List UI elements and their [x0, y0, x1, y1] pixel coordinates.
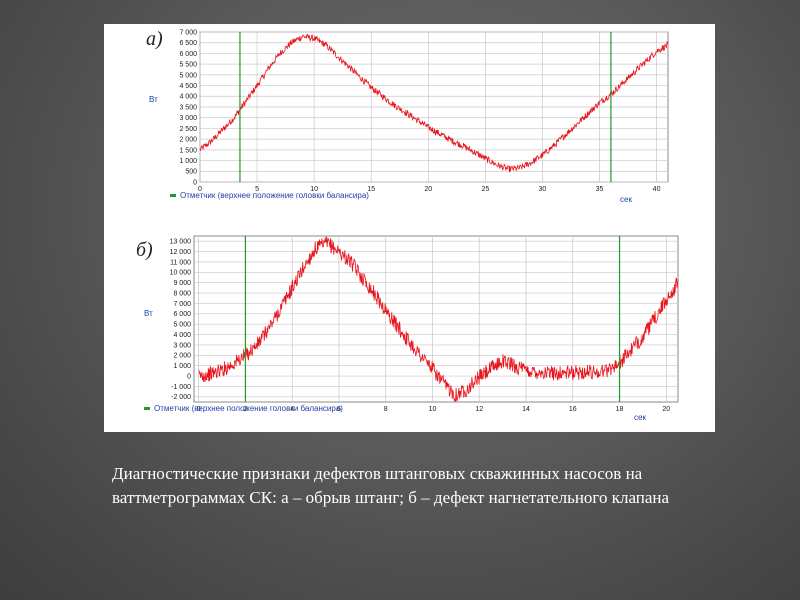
- y-tick-label: 0: [187, 373, 191, 380]
- x-tick-label: 30: [539, 186, 547, 193]
- y-tick-label: 6 500: [179, 40, 197, 47]
- y-tick-label: 2 000: [173, 353, 191, 360]
- y-axis-unit-label: Вт: [144, 309, 153, 318]
- legend-swatch: [170, 194, 176, 197]
- y-tick-label: -1 000: [171, 384, 191, 391]
- legend-swatch: [144, 407, 150, 410]
- x-axis-unit-label: сек: [634, 413, 646, 422]
- x-tick-label: 4: [290, 406, 294, 413]
- x-axis-unit-label: сек: [620, 195, 632, 204]
- x-tick-label: 35: [596, 186, 604, 193]
- x-tick-label: 25: [481, 186, 489, 193]
- y-axis-unit-label: Вт: [149, 95, 158, 104]
- y-tick-label: 11 000: [170, 259, 191, 266]
- y-tick-label: 2 000: [179, 137, 197, 144]
- figure-panel: 0 500 1 000 1 500 2 000 2 500 3 000 3 500 4 000 4…: [104, 24, 715, 432]
- signal-series-line: [199, 33, 669, 173]
- legend-label: Отметчик (верхнее положение головки бала…: [180, 191, 369, 200]
- y-tick-label: 5 000: [179, 72, 197, 79]
- panel-label: б): [136, 239, 153, 261]
- y-tick-label: -2 000: [171, 394, 191, 401]
- y-tick-label: 7 000: [173, 301, 191, 308]
- x-tick-label: 16: [569, 406, 577, 413]
- y-tick-label: 1 000: [179, 158, 197, 165]
- y-tick-label: 6 000: [179, 51, 197, 58]
- y-tick-label: 4 500: [179, 83, 197, 90]
- x-tick-label: 8: [384, 406, 388, 413]
- x-tick-label: 40: [653, 186, 661, 193]
- x-tick-label: 10: [429, 406, 437, 413]
- y-tick-label: 3 500: [179, 104, 197, 111]
- y-tick-label: 1 000: [173, 363, 191, 370]
- y-tick-label: 5 500: [179, 62, 197, 69]
- y-tick-label: 500: [185, 169, 197, 176]
- x-tick-label: 18: [616, 406, 624, 413]
- signal-series-line: [198, 236, 679, 403]
- figure-caption: Диагностические признаки дефектов штанго…: [112, 464, 670, 507]
- y-tick-label: 4 000: [179, 94, 197, 101]
- x-tick-label: 6: [337, 406, 341, 413]
- panel-label: а): [146, 28, 163, 50]
- x-tick-label: 0: [197, 406, 201, 413]
- y-tick-label: 1 500: [179, 147, 197, 154]
- x-tick-label: 2: [243, 406, 247, 413]
- x-tick-label: 20: [424, 186, 432, 193]
- y-tick-label: 13 000: [170, 239, 192, 246]
- x-tick-label: 14: [522, 406, 530, 413]
- y-tick-label: 3 000: [173, 342, 191, 349]
- x-tick-label: 10: [310, 186, 318, 193]
- y-tick-label: 9 000: [173, 280, 191, 287]
- x-tick-label: 20: [662, 406, 670, 413]
- y-tick-label: 7 000: [179, 29, 197, 36]
- x-tick-label: 12: [475, 406, 483, 413]
- y-tick-label: 2 500: [179, 126, 197, 133]
- x-tick-label: 15: [367, 186, 375, 193]
- x-tick-label: 0: [198, 186, 202, 193]
- chart-b: -2 000 -1 000 0 1 000 2 000 3 000 4 000 5 000 6 …: [136, 235, 679, 422]
- y-tick-label: 3 000: [179, 115, 197, 122]
- chart-a: 0 500 1 000 1 500 2 000 2 500 3 000 3 500 4 000 4…: [146, 28, 669, 204]
- y-tick-label: 6 000: [173, 311, 191, 318]
- y-tick-label: 5 000: [173, 322, 191, 329]
- x-tick-label: 5: [255, 186, 259, 193]
- legend-label: Отметчик (верхнее положение головки бала…: [154, 404, 343, 413]
- y-tick-label: 0: [193, 179, 197, 186]
- y-tick-label: 4 000: [173, 332, 191, 339]
- y-tick-label: 12 000: [170, 249, 192, 256]
- y-tick-label: 10 000: [170, 270, 192, 277]
- y-tick-label: 8 000: [173, 290, 191, 297]
